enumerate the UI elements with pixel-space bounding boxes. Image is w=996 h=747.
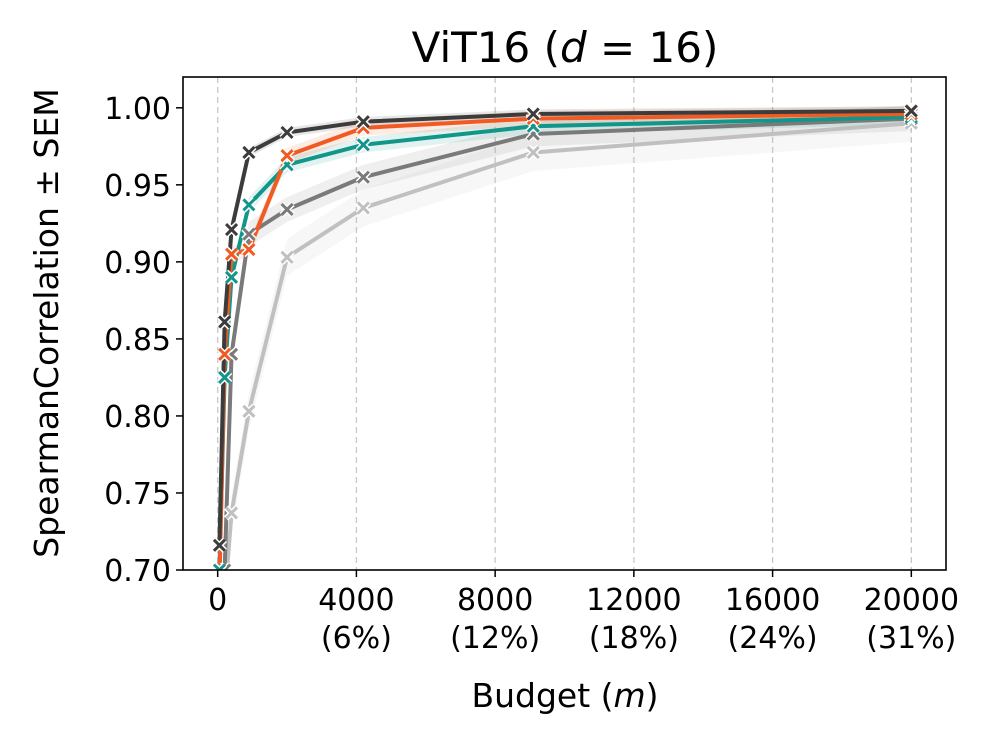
grid-lines bbox=[217, 77, 912, 570]
x-tick-label: 16000 bbox=[725, 583, 820, 618]
data-point-mid-gray bbox=[356, 170, 370, 184]
y-ticks: 0.70 0.75 0.80 0.85 0.90 0.95 1.00 bbox=[104, 92, 183, 589]
data-point-dark bbox=[242, 145, 256, 160]
x-tick-label: 4000 bbox=[318, 583, 394, 618]
marker-outline bbox=[214, 688, 225, 699]
y-axis-label: SpearmanCorrelation ± SEM bbox=[27, 88, 66, 558]
data-point-dark bbox=[526, 107, 540, 121]
data-point-light-gray bbox=[224, 506, 239, 520]
data-point-teal bbox=[242, 198, 256, 212]
data-point-orange bbox=[242, 242, 256, 257]
data-point-dark bbox=[904, 104, 918, 118]
data-point-light-gray bbox=[214, 688, 225, 699]
x-tick-label: 8000 bbox=[457, 583, 533, 618]
marker-outline bbox=[214, 626, 225, 637]
series-lines bbox=[217, 108, 912, 570]
data-point-light-gray bbox=[526, 145, 540, 160]
data-point-dark bbox=[212, 538, 226, 552]
data-point-dark bbox=[280, 125, 294, 140]
y-tick-label: 0.90 bbox=[104, 246, 171, 281]
data-point-teal bbox=[212, 563, 226, 570]
data-point-dark bbox=[218, 315, 232, 329]
y-tick-label: 0.80 bbox=[104, 400, 171, 435]
x-tick-label: 20000 bbox=[864, 583, 959, 618]
data-point-mid-gray bbox=[280, 202, 294, 217]
sem-band-teal bbox=[219, 109, 912, 570]
x-tick-label: 0 bbox=[208, 583, 227, 618]
x-tick-sublabel: (12%) bbox=[450, 621, 540, 656]
series-line-dark bbox=[217, 108, 912, 546]
data-point-mid-gray bbox=[242, 227, 256, 241]
plot-frame bbox=[182, 76, 947, 571]
x-tick-sublabel: (24%) bbox=[728, 621, 818, 656]
series-markers bbox=[211, 103, 919, 699]
data-point-orange bbox=[218, 347, 232, 361]
data-point-orange bbox=[280, 149, 294, 163]
y-tick-label: 0.95 bbox=[104, 169, 171, 204]
data-point-teal bbox=[218, 370, 232, 384]
series-line-mid-gray bbox=[222, 116, 912, 570]
sem-band-dark bbox=[219, 106, 912, 550]
y-tick-label: 0.85 bbox=[104, 323, 171, 358]
data-point-dark bbox=[356, 115, 370, 129]
data-point-light-gray bbox=[280, 250, 294, 264]
sem-band-orange bbox=[219, 106, 912, 570]
data-point-teal bbox=[224, 270, 239, 284]
x-tick-sublabel: (6%) bbox=[321, 621, 392, 656]
data-point-mid-gray bbox=[214, 626, 225, 637]
chart-title: ViT16 (d = 16) bbox=[412, 23, 719, 72]
x-tick-sublabel: (31%) bbox=[866, 621, 956, 656]
x-ticks: 0 4000(6%) 8000(12%) 12000(18%) 16000(24%) 20… bbox=[208, 570, 959, 656]
x-axis-label: Budget (m) bbox=[471, 676, 658, 715]
x-tick-sublabel: (18%) bbox=[589, 621, 679, 656]
series-line-light-gray bbox=[225, 121, 912, 570]
sem-band-mid-gray bbox=[223, 106, 912, 570]
y-tick-label: 0.70 bbox=[104, 554, 171, 589]
x-tick-label: 12000 bbox=[586, 583, 681, 618]
data-point-light-gray bbox=[356, 201, 370, 215]
y-tick-label: 1.00 bbox=[104, 92, 171, 127]
data-point-dark bbox=[224, 222, 239, 237]
y-tick-label: 0.75 bbox=[104, 477, 171, 512]
data-point-teal bbox=[356, 138, 370, 152]
data-point-light-gray bbox=[242, 404, 256, 418]
data-point-orange bbox=[224, 247, 239, 261]
